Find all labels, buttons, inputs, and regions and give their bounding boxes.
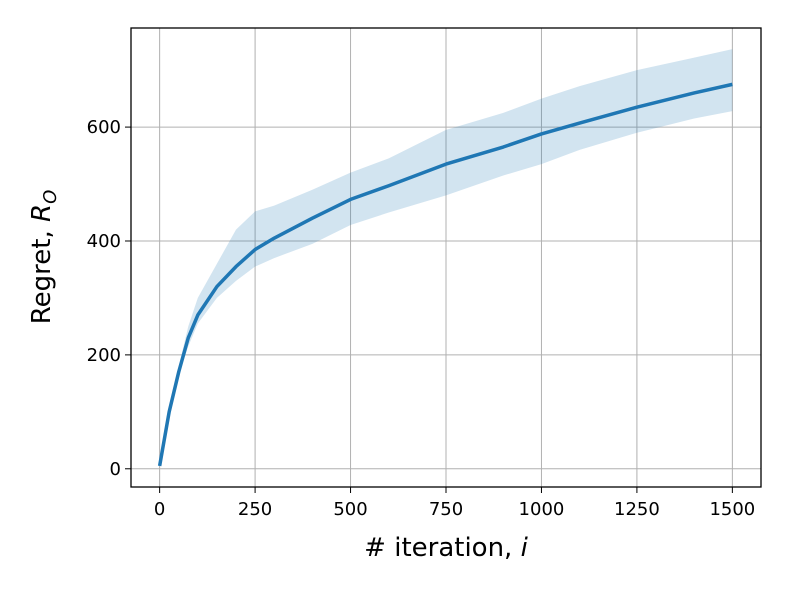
x-tick-label: 500	[333, 499, 367, 520]
x-axis-label: # iteration, i	[364, 533, 528, 563]
line	[157, 82, 733, 467]
y-label-text: Regret,	[27, 222, 57, 324]
y-tick-label: 400	[87, 231, 121, 252]
y-tick-label: 0	[110, 459, 121, 480]
x-tick-label: 1000	[519, 499, 565, 520]
y-tick-label: 600	[87, 117, 121, 138]
x-tick-label: 0	[154, 499, 165, 520]
x-tick-label: 1500	[709, 499, 755, 520]
y-axis-label: Regret, RO	[27, 190, 61, 325]
x-label-var: i	[521, 533, 529, 563]
y-tick-label: 200	[87, 345, 121, 366]
plot-frame	[130, 27, 762, 488]
confidence-band	[159, 49, 733, 466]
x-label-text: # iteration,	[364, 533, 520, 563]
x-tick-label: 250	[238, 499, 272, 520]
y-label-var: R	[27, 204, 57, 222]
x-tick-label: 750	[429, 499, 463, 520]
x-tick-label: 1250	[614, 499, 660, 520]
y-label-sub: O	[40, 190, 61, 204]
